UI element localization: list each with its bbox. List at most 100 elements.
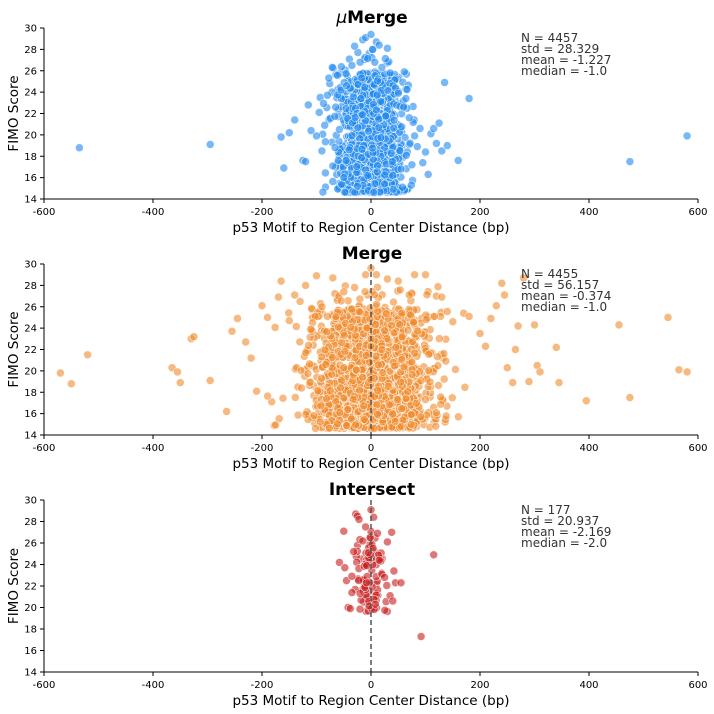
scatter-point	[397, 308, 407, 318]
scatter-point	[448, 317, 458, 327]
stats-line: mean = -0.374	[521, 289, 611, 303]
scatter-point	[429, 550, 439, 560]
scatter-point	[397, 355, 407, 364]
scatter-point	[388, 184, 398, 194]
y-tick-label: 22	[24, 582, 37, 593]
scatter-point	[352, 365, 361, 375]
scatter-point	[378, 368, 388, 377]
scatter-point	[347, 588, 357, 597]
x-tick-label: -400	[142, 443, 165, 454]
scatter-point	[305, 378, 315, 387]
scatter-point	[374, 114, 384, 124]
scatter-point	[340, 187, 350, 197]
stats-line: median = -1.0	[521, 300, 607, 314]
scatter-point	[377, 345, 387, 354]
scatter-point	[436, 392, 445, 402]
scatter-point	[317, 146, 327, 156]
scatter-point	[412, 142, 422, 151]
y-tick-label: 16	[24, 409, 37, 420]
scatter-point	[295, 297, 305, 306]
scatter-point	[491, 301, 501, 311]
stats-line: N = 4455	[521, 267, 578, 281]
scatter-point	[464, 94, 474, 103]
scatter-point	[383, 382, 393, 391]
scatter-point	[343, 405, 352, 414]
x-tick-label: -600	[33, 443, 56, 454]
scatter-point	[380, 573, 389, 582]
scatter-point	[352, 162, 362, 171]
scatter-point	[425, 377, 435, 387]
scatter-point	[315, 417, 325, 427]
scatter-point	[347, 61, 357, 70]
scatter-point	[418, 158, 428, 167]
scatter-point	[189, 332, 199, 342]
scatter-point	[257, 301, 267, 311]
scatter-point	[342, 421, 352, 430]
scatter-point	[440, 78, 449, 87]
scatter-point	[333, 156, 343, 165]
scatter-point	[301, 410, 311, 419]
scatter-point	[341, 69, 351, 78]
y-tick-label: 24	[24, 324, 37, 335]
x-tick-label: 600	[688, 443, 707, 454]
x-tick-label: 600	[688, 680, 707, 691]
y-axis-label: FIMO Score	[6, 311, 22, 387]
scatter-point	[293, 410, 303, 420]
scatter-point	[373, 528, 382, 538]
y-tick-label: 28	[24, 281, 37, 292]
stats-line: N = 177	[521, 503, 571, 517]
scatter-point	[453, 156, 463, 165]
stats-line: std = 20.937	[521, 514, 599, 528]
y-tick-label: 18	[24, 152, 37, 163]
scatter-point	[371, 351, 381, 361]
scatter-point	[341, 156, 351, 165]
scatter-point	[330, 112, 340, 121]
x-tick-label: -600	[33, 207, 56, 218]
scatter-point	[337, 62, 346, 71]
scatter-point	[410, 348, 420, 358]
scatter-point	[682, 367, 692, 377]
scatter-point	[306, 324, 316, 334]
scatter-point	[436, 399, 446, 409]
scatter-point	[241, 337, 250, 347]
scatter-point	[295, 337, 305, 347]
scatter-point	[330, 143, 340, 152]
scatter-point	[350, 353, 360, 362]
scatter-point	[451, 365, 460, 374]
scatter-point	[321, 168, 330, 178]
chart-panel-1: μMerge -600 -400 -200 0 200 400 600 14 16 18 20 22 24…	[6, 8, 708, 236]
scatter-point	[341, 104, 351, 113]
scatter-point	[303, 100, 313, 110]
scatter-point	[399, 102, 409, 112]
scatter-point	[396, 377, 406, 387]
scatter-point	[303, 369, 313, 378]
scatter-point	[396, 578, 406, 588]
scatter-point	[317, 302, 327, 312]
scatter-point	[354, 515, 364, 524]
scatter-point	[406, 410, 416, 419]
scatter-point	[383, 43, 392, 53]
scatter-point	[279, 163, 289, 173]
scatter-point	[336, 383, 345, 393]
scatter-point	[413, 326, 423, 336]
scatter-point	[362, 323, 372, 333]
scatter-point	[382, 581, 392, 590]
y-tick-label: 30	[24, 496, 37, 507]
scatter-point	[524, 377, 534, 386]
scatter-point	[319, 99, 328, 108]
scatter-point	[433, 282, 443, 292]
scatter-point	[403, 387, 413, 397]
scatter-point	[373, 76, 382, 86]
scatter-point	[384, 400, 394, 410]
scatter-point	[383, 86, 393, 95]
scatter-point	[405, 138, 415, 148]
scatter-point	[347, 131, 357, 140]
scatter-point	[321, 360, 331, 369]
scatter-point	[421, 147, 430, 157]
scatter-point	[358, 110, 367, 119]
scatter-point	[344, 145, 354, 155]
scatter-point	[318, 187, 328, 197]
x-tick-label: 400	[579, 680, 598, 691]
scatter-point	[323, 312, 332, 321]
scatter-point	[246, 353, 256, 363]
